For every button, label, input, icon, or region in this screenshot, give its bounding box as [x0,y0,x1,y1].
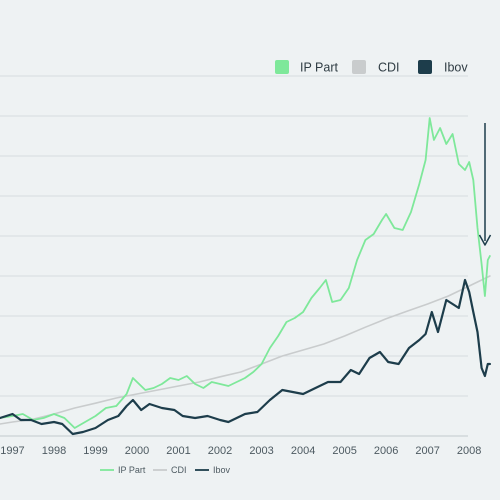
x-tick-label: 1998 [42,445,66,457]
series-line-ibov [0,278,491,436]
x-tick-label: 2008 [457,445,481,457]
x-tick-label: 2007 [415,445,439,457]
legend-label: CDI [171,465,187,475]
legend-label: IP Part [300,61,339,75]
x-tick-label: 1997 [0,445,24,457]
x-tick-label: 1999 [83,445,107,457]
x-tick-label: 2003 [249,445,273,457]
x-tick-label: 2000 [125,445,149,457]
legend-swatch [275,60,289,74]
x-tick-label: 2004 [291,445,315,457]
legend-label: Ibov [444,61,468,75]
legend-swatch [418,60,432,74]
legend-bottom: IP Part CDI Ibov [100,465,231,475]
legend-label: IP Part [118,465,146,475]
legend-top: IP Part CDI Ibov [275,60,468,75]
x-axis-ticks: 1997 1998 1999 2000 2001 2002 2003 2004 2005 2006… [0,445,481,457]
gridlines [0,75,468,437]
x-tick-label: 2001 [166,445,190,457]
legend-label: Ibov [213,465,231,475]
legend-label: CDI [378,61,400,75]
legend-swatch [352,60,366,74]
down-arrow-icon [478,123,492,246]
x-tick-label: 2005 [332,445,356,457]
series-line-ip-part [0,117,491,429]
series-lines [0,117,491,436]
series-line-cdi [0,275,491,425]
x-tick-label: 2006 [374,445,398,457]
x-tick-label: 2002 [208,445,232,457]
arrow-head [478,234,492,246]
